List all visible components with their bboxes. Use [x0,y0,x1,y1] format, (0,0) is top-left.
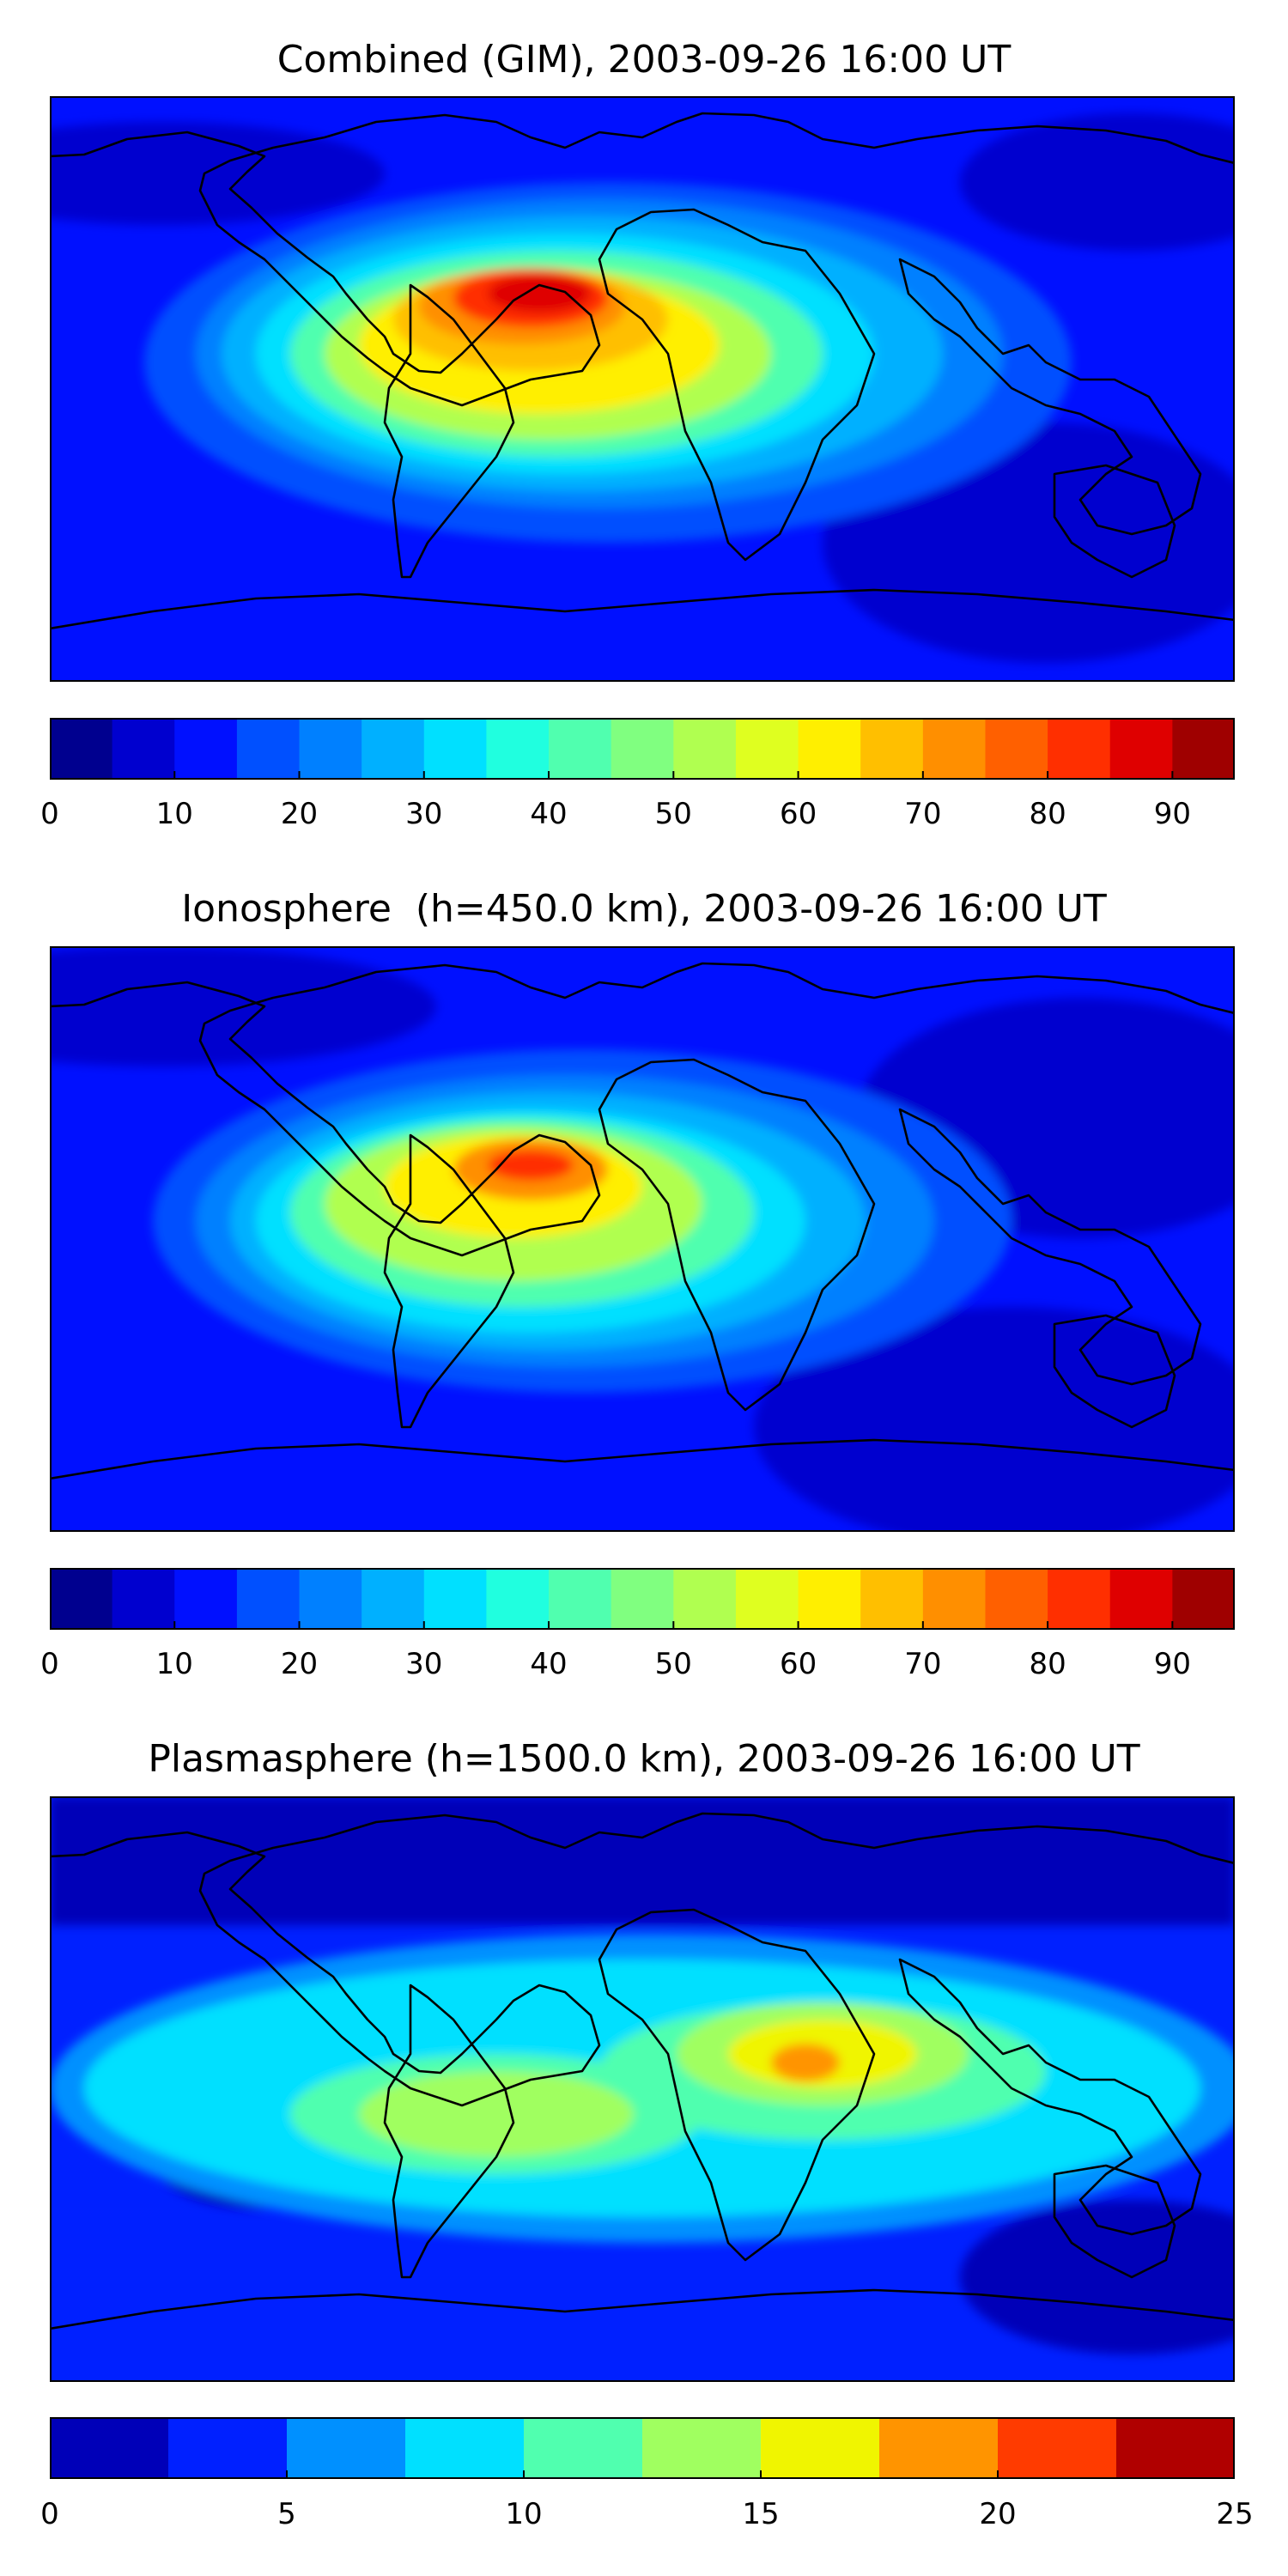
colorbar-tick-label: 0 [40,1647,59,1681]
colorbar-bin [1172,718,1235,780]
colorbar-bin [174,1568,238,1630]
colorbar-bin [985,718,1048,780]
colorbar-bin [735,718,799,780]
colorbar-bin [922,1568,986,1630]
colorbar-bin [168,2417,288,2479]
colorbar-tick-label: 20 [979,2497,1017,2531]
colorbar-ticks-combined: 0 10 20 30 40 50 60 70 80 90 [40,790,1235,841]
colorbar-bin [236,1568,301,1630]
colorbar-bin [998,2417,1117,2479]
colorbar-plasmasphere [50,2417,1235,2479]
colorbar-tick-label: 70 [904,797,942,831]
colorbar-bin [922,718,986,780]
colorbar-tick-label: 60 [779,1647,817,1681]
colorbar-tick-label: 80 [1029,797,1066,831]
colorbar-bin [405,2417,525,2479]
colorbar-bin [1109,718,1173,780]
colorbar-bin [423,718,487,780]
colorbar-bin [287,2417,406,2479]
colorbar-tick-label: 10 [155,1647,193,1681]
colorbar-tick-label: 70 [904,1647,942,1681]
colorbar-tick-label: 80 [1029,1647,1066,1681]
panel-title-plasmasphere: Plasmasphere (h=1500.0 km), 2003-09-26 1… [148,1737,1140,1781]
colorbar-bin [1048,1568,1111,1630]
colorbar-bin [673,1568,737,1630]
colorbar-bin [798,718,861,780]
colorbar-bin [860,1568,924,1630]
colorbar-bin [549,718,612,780]
colorbar-bin [50,718,113,780]
map-plasmasphere [50,1796,1235,2382]
colorbar-tick-label: 60 [779,797,817,831]
colorbar-bin [798,1568,861,1630]
colorbar-bin [1109,1568,1173,1630]
colorbar-tick-label: 0 [40,2497,59,2531]
colorbar-bin [611,1568,674,1630]
colorbar-frame [50,1568,1235,1630]
colorbar-bin [236,718,301,780]
colorbar-bin [1172,1568,1235,1630]
colorbar-tick-label: 50 [654,797,692,831]
colorbar-bin [735,1568,799,1630]
colorbar-bin [549,1568,612,1630]
colorbar-bin [299,1568,362,1630]
colorbar-tick-label: 15 [742,2497,780,2531]
colorbar-bin [174,718,238,780]
colorbar-ticks-ionosphere: 0 10 20 30 40 50 60 70 80 90 [40,1640,1235,1692]
colorbar-bin [860,718,924,780]
colorbar-combined [50,718,1235,780]
colorbar-tick-label: 30 [405,1647,443,1681]
colorbar-bin [761,2417,880,2479]
colorbar-bin [361,718,425,780]
colorbar-tick-label: 20 [280,1647,319,1681]
colorbar-ticks-plasmasphere: 0 5 10 15 20 25 [40,2490,1253,2542]
colorbar-tick-label: 20 [280,797,319,831]
colorbar-ionosphere [50,1568,1235,1630]
colorbar-bin [50,2417,169,2479]
colorbar-bin [879,2417,999,2479]
colorbar-tick-label: 0 [40,797,59,831]
map-ionosphere [50,946,1235,1532]
colorbar-bin [486,718,550,780]
colorbar-tick-label: 90 [1153,1647,1191,1681]
colorbar-bin [524,2417,643,2479]
colorbar-bin [112,1568,175,1630]
colorbar-bin [361,1568,425,1630]
map-combined-gim [50,96,1235,682]
colorbar-tick-label: 30 [405,797,443,831]
colorbar-tick-label: 40 [530,1647,568,1681]
colorbar-bin [642,2417,762,2479]
colorbar-tick-label: 10 [505,2497,543,2531]
colorbar-bin [112,718,175,780]
panel-title-combined: Combined (GIM), 2003-09-26 16:00 UT [276,38,1012,82]
colorbar-bin [1048,718,1111,780]
colorbar-tick-label: 5 [277,2497,296,2531]
colorbar-bin [611,718,674,780]
colorbar-bin [423,1568,487,1630]
colorbar-bin [486,1568,550,1630]
colorbar-tick-label: 90 [1153,797,1191,831]
colorbar-bin [299,718,362,780]
panel-title-ionosphere: Ionosphere (h=450.0 km), 2003-09-26 16:0… [181,887,1107,931]
colorbar-tick-label: 10 [155,797,193,831]
colorbar-tick-label: 40 [530,797,568,831]
colorbar-tick-label: 25 [1216,2497,1254,2531]
colorbar-bin [673,718,737,780]
colorbar-frame [50,2417,1235,2479]
colorbar-bin [1116,2417,1235,2479]
colorbar-tick-label: 50 [654,1647,692,1681]
colorbar-bin [50,1568,113,1630]
colorbar-bin [985,1568,1048,1630]
colorbar-frame [50,718,1235,780]
